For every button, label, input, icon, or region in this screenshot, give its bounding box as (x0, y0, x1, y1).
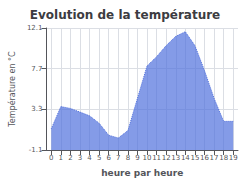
svg-text:12: 12 (162, 154, 171, 162)
svg-text:5: 5 (97, 154, 101, 162)
svg-text:heure par heure: heure par heure (101, 168, 183, 178)
svg-text:14: 14 (181, 154, 190, 162)
svg-text:3.3: 3.3 (31, 105, 42, 113)
svg-text:4: 4 (87, 154, 92, 162)
svg-text:0: 0 (49, 154, 53, 162)
svg-text:2: 2 (68, 154, 72, 162)
svg-text:11: 11 (152, 154, 161, 162)
svg-text:12.1: 12.1 (27, 24, 43, 32)
svg-text:15: 15 (190, 154, 199, 162)
svg-text:Evolution de la température: Evolution de la température (30, 8, 221, 22)
svg-text:10: 10 (143, 154, 152, 162)
svg-text:3: 3 (78, 154, 82, 162)
svg-text:8: 8 (126, 154, 130, 162)
svg-text:19: 19 (229, 154, 238, 162)
svg-text:9: 9 (135, 154, 139, 162)
svg-text:17: 17 (210, 154, 219, 162)
svg-text:16: 16 (200, 154, 209, 162)
svg-text:6: 6 (106, 154, 111, 162)
svg-text:1: 1 (59, 154, 63, 162)
svg-text:13: 13 (171, 154, 180, 162)
svg-text:-1.1: -1.1 (29, 146, 43, 154)
svg-text:7.7: 7.7 (31, 65, 42, 73)
svg-text:18: 18 (219, 154, 228, 162)
svg-text:Température en °C: Température en °C (7, 51, 17, 128)
svg-text:7: 7 (116, 154, 120, 162)
